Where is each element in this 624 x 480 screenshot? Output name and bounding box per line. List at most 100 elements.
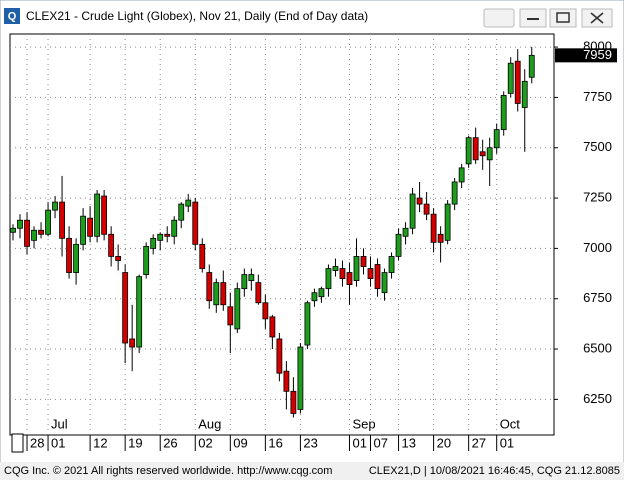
month-label: Jul	[51, 416, 68, 431]
last-value-box	[555, 48, 617, 63]
candle-body	[241, 274, 248, 290]
candle-body	[227, 306, 234, 326]
y-tick-label: 7750	[583, 89, 612, 104]
x-tick-label: 01	[500, 435, 514, 450]
maximize-glyph	[556, 12, 570, 23]
x-tick-label: 23	[303, 435, 317, 450]
x-tick-label: 12	[93, 435, 107, 450]
x-tick-label: 02	[198, 435, 212, 450]
candle-body	[339, 268, 346, 279]
y-tick-label: 6250	[583, 391, 612, 406]
candle-body	[59, 201, 65, 239]
footer-right: CLEX21,D | 10/08/2021 16:46:45, CQG 21.1…	[369, 465, 620, 477]
month-label: Oct	[500, 416, 521, 431]
y-tick-label: 6500	[583, 340, 612, 355]
candle-body	[108, 233, 115, 257]
candle-body	[52, 201, 58, 211]
candle-body	[486, 147, 493, 161]
candle-body	[178, 203, 185, 221]
candle-body	[374, 264, 381, 290]
app-icon	[4, 8, 20, 24]
candle-body	[262, 302, 269, 320]
x-tick-label: 27	[472, 435, 486, 450]
candle-body	[157, 233, 164, 241]
candle-body	[255, 282, 262, 304]
close-glyph	[590, 12, 604, 24]
candle-body	[437, 233, 444, 243]
candle-body	[311, 292, 318, 302]
y-tick-label: 7250	[583, 190, 612, 205]
candle-body	[444, 203, 451, 241]
candle-body	[185, 199, 192, 207]
month-label: Sep	[352, 416, 375, 431]
candle-body	[66, 237, 72, 273]
last-value-label: 7959	[583, 47, 612, 62]
x-tick-label: 28	[30, 435, 44, 450]
candle-body	[528, 54, 535, 78]
candle-body	[458, 167, 465, 183]
candle-body	[493, 129, 500, 149]
x-tick-label: 07	[374, 435, 388, 450]
candle-body	[290, 390, 297, 414]
candle-body	[80, 215, 86, 245]
candle-body	[234, 288, 241, 330]
candle-body	[122, 272, 129, 344]
candle-body	[430, 213, 437, 243]
x-tick-label: 09	[233, 435, 247, 450]
candle-body	[353, 256, 360, 281]
candle-body	[479, 151, 486, 157]
candle-body	[171, 219, 178, 237]
candle-body	[346, 272, 353, 286]
candle-body	[465, 137, 472, 165]
candle-body	[514, 60, 521, 104]
candle-body	[129, 338, 136, 348]
candle-body	[325, 268, 332, 290]
candle-body	[87, 217, 94, 237]
candle-body	[500, 94, 507, 131]
candle-body	[402, 227, 409, 237]
maximize-button[interactable]	[549, 8, 577, 28]
candle-body	[136, 276, 143, 348]
candle-body	[206, 272, 213, 302]
window-title: CLEX21 - Crude Light (Globex), Nov 21, D…	[26, 9, 368, 23]
candle-body	[94, 193, 101, 237]
candle-body	[31, 229, 37, 241]
x-tick-label: 01	[51, 435, 65, 450]
candle-body	[220, 282, 227, 306]
candle-body	[409, 193, 416, 229]
month-label: Aug	[198, 416, 221, 431]
candle-body	[283, 370, 290, 392]
candle-body	[213, 282, 220, 306]
x-tick-label: 16	[268, 435, 282, 450]
candle-body	[367, 268, 374, 279]
app-icon-glyph: Q	[8, 10, 17, 22]
candle-body	[101, 195, 108, 235]
candle-body	[381, 272, 388, 294]
candle-body	[276, 338, 283, 374]
status-bar	[0, 462, 624, 480]
candle-body	[143, 245, 150, 275]
candle-body	[199, 243, 206, 269]
candle-body	[416, 197, 423, 205]
candle-body	[73, 243, 79, 273]
candle-body	[24, 219, 30, 247]
candle-body	[38, 229, 44, 235]
candle-body	[423, 203, 430, 215]
candle-body	[472, 137, 479, 161]
x-tick-label: 20	[437, 435, 451, 450]
x-tick-label: 01	[352, 435, 366, 450]
candle-body	[115, 256, 122, 261]
candle-body	[451, 181, 458, 205]
candle-body	[248, 274, 255, 281]
candle-body	[192, 201, 199, 245]
candle-body	[332, 266, 339, 271]
candle-body	[304, 302, 311, 346]
y-tick-label: 7000	[583, 240, 612, 255]
link-button[interactable]	[483, 8, 515, 28]
candle-body	[17, 219, 23, 229]
candle-body	[164, 233, 171, 237]
y-tick-label: 6750	[583, 290, 612, 305]
scroll-box[interactable]	[11, 433, 24, 453]
